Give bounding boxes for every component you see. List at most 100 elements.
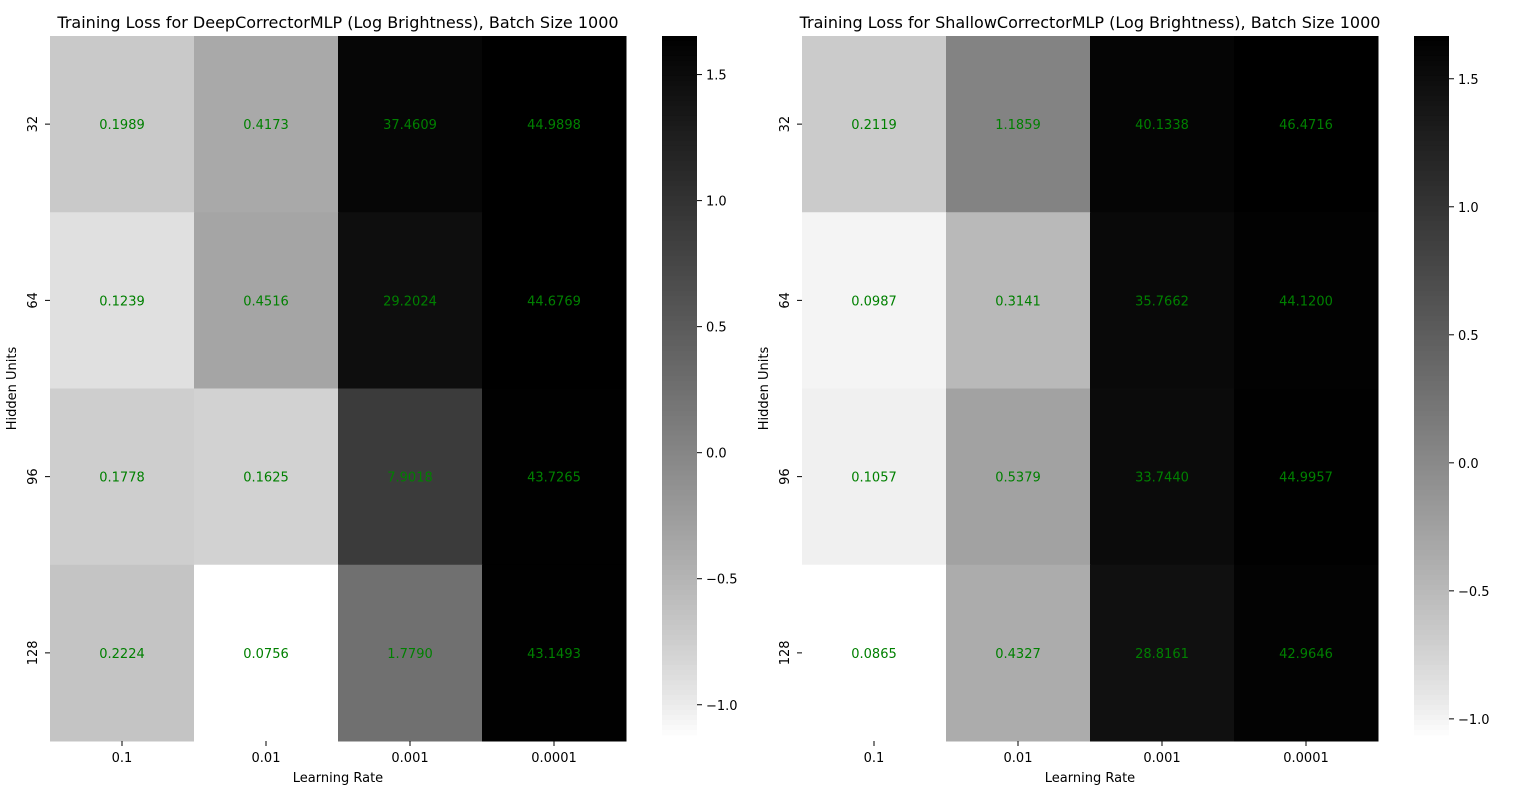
colorbar-segment (1414, 280, 1449, 287)
colorbar-segment (1414, 170, 1449, 177)
colorbar-segment (1414, 145, 1449, 152)
colorbar-segment (1414, 115, 1449, 122)
colorbar-segment (662, 230, 697, 237)
colorbar-segment (662, 350, 697, 357)
cell-value-label: 0.0987 (851, 294, 897, 309)
colorbar-segment (1414, 565, 1449, 571)
colorbar-segment (662, 595, 697, 601)
colorbar-segment (662, 250, 697, 257)
colorbar-segment (662, 425, 697, 432)
x-tick-label: 0.001 (1143, 751, 1180, 766)
colorbar-segment (1414, 380, 1449, 387)
cell-value-label: 0.1625 (243, 471, 289, 486)
colorbar-segment (1414, 485, 1449, 491)
colorbar-segment (662, 470, 697, 476)
colorbar-segment (662, 455, 697, 461)
cell-value-label: 46.4716 (1279, 118, 1333, 133)
colorbar-segment (1414, 200, 1449, 207)
colorbar-tick-label: 0.0 (706, 447, 727, 462)
cell-value-label: 0.1057 (851, 471, 897, 486)
cell-value-label: 0.3141 (995, 294, 1041, 309)
colorbar-segment (1414, 455, 1449, 461)
colorbar-segment (1414, 475, 1449, 481)
colorbar-segment (662, 90, 697, 97)
colorbar-segment (662, 435, 697, 442)
colorbar-segment (1414, 40, 1449, 47)
colorbar-segment (662, 695, 697, 701)
colorbar-segment (662, 635, 697, 641)
colorbar-segment (1414, 580, 1449, 586)
colorbar-segment (1414, 190, 1449, 197)
colorbar-segment (662, 515, 697, 521)
colorbar-segment (662, 325, 697, 332)
cell-value-label: 0.4173 (243, 118, 289, 133)
colorbar-segment (662, 700, 697, 706)
colorbar-segment (662, 285, 697, 292)
x-tick-label: 0.1 (864, 751, 885, 766)
colorbar-segment (662, 65, 697, 72)
colorbar-segment (1414, 605, 1449, 611)
x-tick-label: 0.1 (112, 751, 133, 766)
heatmap-cell (946, 564, 1091, 742)
colorbar-segment (662, 340, 697, 347)
colorbar-segment (1414, 540, 1449, 546)
colorbar-segment (662, 165, 697, 172)
colorbar-segment (662, 115, 697, 122)
colorbar-segment (662, 475, 697, 481)
colorbar-segment (1414, 630, 1449, 636)
colorbar-segment (662, 460, 697, 466)
colorbar-segment (1414, 620, 1449, 626)
colorbar-segment (662, 500, 697, 506)
colorbar-segment (662, 410, 697, 417)
colorbar-segment (1414, 665, 1449, 671)
colorbar-segment (662, 565, 697, 571)
colorbar-segment (1414, 615, 1449, 621)
colorbar-segment (662, 345, 697, 352)
heatmap-cell (1090, 564, 1235, 742)
colorbar-segment (662, 85, 697, 92)
colorbar-segment (662, 200, 697, 207)
colorbar-segment (662, 440, 697, 447)
colorbar-segment (662, 545, 697, 551)
colorbar-segment (662, 145, 697, 152)
colorbar-segment (1414, 700, 1449, 706)
colorbar-segment (662, 665, 697, 671)
colorbar-segment (1414, 290, 1449, 297)
colorbar-segment (1414, 310, 1449, 317)
colorbar-segment (1414, 610, 1449, 616)
colorbar-segment (662, 400, 697, 407)
colorbar-segment (1414, 205, 1449, 212)
colorbar-segment (662, 215, 697, 222)
colorbar-segment (1414, 335, 1449, 342)
colorbar-segment (662, 535, 697, 541)
colorbar-segment (1414, 345, 1449, 352)
cell-value-label: 29.2024 (383, 294, 437, 309)
colorbar-segment (1414, 105, 1449, 112)
colorbar-segment (662, 645, 697, 651)
colorbar-segment (662, 335, 697, 342)
heatmap-cell (1090, 212, 1235, 389)
colorbar-segment (1414, 36, 1449, 42)
colorbar-segment (662, 155, 697, 162)
colorbar-segment (1414, 225, 1449, 232)
colorbar-segment (662, 45, 697, 52)
colorbar-segment (1414, 350, 1449, 357)
colorbar-segment (1414, 140, 1449, 147)
cell-value-label: 0.1778 (99, 471, 145, 486)
colorbar-segment (662, 560, 697, 566)
colorbar-segment (1414, 720, 1449, 726)
x-tick-label: 0.001 (391, 751, 428, 766)
colorbar-segment (662, 40, 697, 47)
colorbar-segment (1414, 600, 1449, 606)
colorbar-segment (1414, 450, 1449, 456)
heatmap-cell (50, 36, 195, 213)
colorbar-segment (662, 685, 697, 691)
colorbar-segment (662, 255, 697, 262)
colorbar-segment (1414, 180, 1449, 187)
colorbar-segment (662, 180, 697, 187)
colorbar-segment (1414, 590, 1449, 596)
colorbar-segment (662, 205, 697, 212)
colorbar-segment (1414, 275, 1449, 282)
colorbar-segment (1414, 255, 1449, 262)
